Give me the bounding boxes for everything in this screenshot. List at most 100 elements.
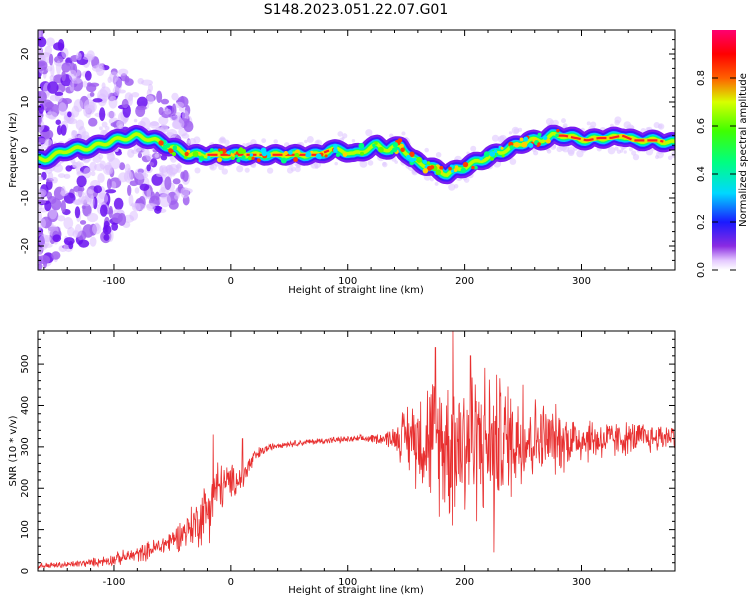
snr-xtick-label: 0 xyxy=(228,577,234,588)
heatmap-hot-spot xyxy=(256,158,261,163)
heatmap-noise-blob xyxy=(111,212,123,224)
heatmap-noise-blob xyxy=(58,102,67,116)
snr-ticks: -100 0 100 200 300 0 100 200 300 400 500 xyxy=(20,330,676,588)
heatmap-noise-blob xyxy=(172,118,185,130)
heatmap-halo-dot xyxy=(508,131,513,135)
heatmap-noise-blob xyxy=(146,164,151,172)
heatmap-noise-blob xyxy=(136,105,147,111)
heatmap-halo-dot xyxy=(623,150,627,154)
heatmap-noise-blob xyxy=(96,192,109,205)
heatmap-noise-blob xyxy=(154,191,160,201)
heatmap-hot-spot xyxy=(483,151,490,158)
heatmap-noise-blob xyxy=(60,124,67,136)
heatmap-halo-dot xyxy=(304,139,308,144)
snr-xtick-label: -100 xyxy=(103,577,126,588)
heatmap-noise-blob xyxy=(180,187,190,199)
heatmap-halo-dot xyxy=(657,124,663,129)
heatmap-hot-spot xyxy=(556,128,560,133)
heatmap-halo-dot xyxy=(590,121,597,128)
heatmap-halo-dot xyxy=(561,118,566,124)
heatmap-halo-dot xyxy=(104,125,110,131)
heatmap-noise-blob xyxy=(108,95,118,109)
heatmap-noise-blob xyxy=(69,80,75,92)
heatmap-noise-blob xyxy=(82,80,88,88)
heatmap-hot-spot xyxy=(450,169,455,173)
snr-xlabel: Height of straight line (km) xyxy=(288,585,424,596)
heatmap-noise-blob xyxy=(158,106,164,116)
heatmap-hot-spot xyxy=(217,157,223,163)
heatmap-halo-dot xyxy=(631,150,637,156)
heatmap-noise-blob xyxy=(118,68,129,76)
heatmap-halo-dot xyxy=(224,139,230,146)
heatmap-noise-blob xyxy=(119,162,126,171)
heatmap-noise-blob xyxy=(67,111,72,118)
heatmap-noise-blob xyxy=(45,37,55,47)
heatmap-hot-spot xyxy=(471,165,475,170)
heatmap-noise-blob xyxy=(75,52,82,61)
heatmap-noise-blob xyxy=(113,197,124,211)
heatmap-halo-dot xyxy=(448,183,456,191)
heatmap-halo-dot xyxy=(365,129,373,137)
snr-ytick-label: 200 xyxy=(20,479,31,498)
heatmap-halo-dot xyxy=(107,153,116,161)
heatmap-hot-spot xyxy=(462,161,469,168)
spectrogram-xtick-label: 300 xyxy=(572,276,591,287)
heatmap-noise-blob xyxy=(38,90,47,104)
heatmap-halo-dot xyxy=(244,167,250,173)
heatmap-hot-spot xyxy=(400,147,405,153)
heatmap-halo-dot xyxy=(628,147,634,152)
heatmap-halo-dot xyxy=(44,146,48,150)
heatmap-noise-blob xyxy=(49,75,55,81)
heatmap-halo-dot xyxy=(394,160,398,164)
heatmap-hot-spot xyxy=(426,161,431,165)
heatmap-halo-dot xyxy=(463,177,470,183)
heatmap-noise-blob xyxy=(82,224,95,238)
heatmap-hot-spot xyxy=(523,136,529,142)
heatmap-noise-blob xyxy=(101,121,108,128)
snr-plot-area xyxy=(38,331,675,571)
heatmap-hot-spot xyxy=(500,146,504,150)
heatmap-hot-spot xyxy=(537,132,542,137)
heatmap-noise-blob xyxy=(74,224,82,237)
heatmap-hot-spot xyxy=(249,153,254,157)
heatmap-noise-blob xyxy=(159,193,171,208)
heatmap-hot-spot xyxy=(521,141,528,148)
heatmap-hot-spot xyxy=(172,145,178,150)
heatmap-noise-blob xyxy=(164,108,172,115)
heatmap-noise-blob xyxy=(146,187,151,200)
heatmap-halo-dot xyxy=(513,128,520,134)
heatmap-halo-dot xyxy=(99,126,103,131)
heatmap-hot-spot xyxy=(280,157,287,164)
heatmap-halo-dot xyxy=(382,161,387,166)
heatmap-hot-spot xyxy=(435,169,442,175)
colorbar-label: Normalized spectral amplitude xyxy=(738,73,749,227)
heatmap-hot-spot xyxy=(460,167,467,173)
heatmap-halo-dot xyxy=(342,133,348,139)
heatmap-noise-blob xyxy=(92,98,103,103)
heatmap-noise-blob xyxy=(91,223,102,235)
heatmap-noise-blob xyxy=(86,83,97,93)
heatmap-noise-blob xyxy=(118,172,129,183)
heatmap-hot-spot xyxy=(288,150,293,155)
spectrogram-heatmap xyxy=(38,30,675,270)
heatmap-halo-dot xyxy=(194,167,201,174)
heatmap-halo-dot xyxy=(614,146,619,151)
heatmap-hot-spot xyxy=(293,157,299,162)
heatmap-noise-blob xyxy=(156,90,163,103)
heatmap-noise-blob xyxy=(134,168,147,180)
heatmap-noise-blob xyxy=(105,189,117,194)
heatmap-hot-spot xyxy=(473,165,478,170)
heatmap-halo-dot xyxy=(401,131,406,136)
heatmap-halo-dot xyxy=(470,145,477,152)
heatmap-hot-spot xyxy=(171,151,177,157)
spectrogram-ytick-label: -10 xyxy=(20,190,31,206)
heatmap-noise-blob xyxy=(106,178,112,190)
heatmap-hot-spot xyxy=(226,150,230,155)
heatmap-noise-blob xyxy=(175,101,185,109)
heatmap-noise-blob xyxy=(68,240,74,250)
heatmap-hot-spot xyxy=(479,157,483,161)
heatmap-halo-dot xyxy=(306,136,314,143)
heatmap-hot-spot xyxy=(251,156,255,160)
heatmap-noise-blob xyxy=(74,199,81,205)
